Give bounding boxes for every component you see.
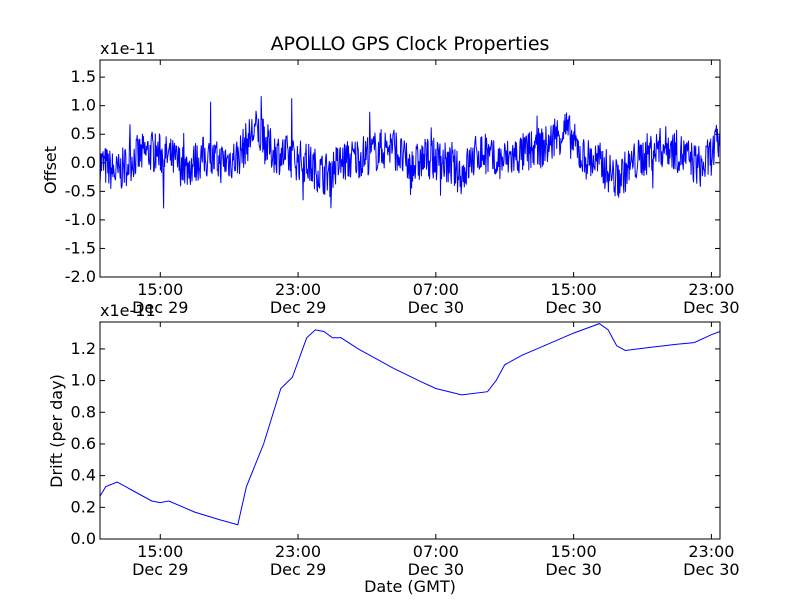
y-tick-label: -1.5	[65, 238, 96, 257]
offset-y-ticks: -2.0 -1.5 -1.0 -0.5 0.0 0.5 1.0 1.5	[65, 67, 720, 286]
y-tick-label: 0.2	[71, 497, 96, 516]
x-tick-label-time: 23:00	[688, 542, 734, 561]
y-tick-label: 0.5	[71, 124, 96, 143]
x-tick-label-time: 07:00	[413, 542, 459, 561]
x-tick-label-time: 15:00	[551, 542, 597, 561]
x-tick-label-date: Dec 29	[132, 298, 188, 317]
x-tick-label-date: Dec 30	[545, 298, 601, 317]
y-tick-label: -2.0	[65, 267, 96, 286]
chart-title: APOLLO GPS Clock Properties	[271, 33, 550, 55]
drift-chart: x1e-11 Drift (per day) 0.0 0.2 0.4 0.6 0.8 1.…	[47, 301, 740, 596]
drift-plot-frame	[99, 321, 721, 540]
x-tick-label-time: 15:00	[137, 542, 183, 561]
y-tick-label: 1.2	[71, 339, 96, 358]
drift-plot	[99, 323, 721, 526]
y-tick-label: 0.4	[71, 466, 96, 485]
y-tick-label: 0.0	[71, 153, 96, 172]
x-tick-label-time: 15:00	[551, 280, 597, 299]
x-tick-label-date: Dec 30	[683, 560, 739, 579]
offset-scale-note: x1e-11	[100, 39, 156, 58]
x-tick-label-time: 07:00	[413, 280, 459, 299]
y-tick-label: -0.5	[65, 181, 96, 200]
offset-plot	[99, 96, 721, 209]
y-tick-label: 1.0	[71, 96, 96, 115]
y-tick-label: 1.5	[71, 67, 96, 86]
y-tick-label: 0.0	[71, 529, 96, 548]
offset-plot-frame	[99, 59, 721, 278]
x-tick-label-date: Dec 29	[270, 560, 326, 579]
x-tick-label-date: Dec 29	[270, 298, 326, 317]
x-tick-label-date: Dec 30	[408, 560, 464, 579]
y-tick-label: 0.6	[71, 434, 96, 453]
offset-series-line	[99, 96, 721, 209]
x-tick-label-date: Dec 30	[683, 298, 739, 317]
x-tick-label-time: 23:00	[275, 542, 321, 561]
drift-scale-note: x1e-11	[100, 301, 156, 320]
drift-y-ticks: 0.0 0.2 0.4 0.6 0.8 1.0 1.2	[71, 339, 720, 548]
x-tick-label-time: 15:00	[137, 280, 183, 299]
y-tick-label: -1.0	[65, 210, 96, 229]
offset-y-axis-label: Offset	[41, 146, 60, 194]
drift-series-line	[99, 323, 721, 526]
x-tick-label-date: Dec 29	[132, 560, 188, 579]
y-tick-label: 0.8	[71, 402, 96, 421]
drift-y-axis-label: Drift (per day)	[47, 374, 66, 488]
drift-x-axis-label: Date (GMT)	[364, 577, 456, 596]
x-tick-label-time: 23:00	[275, 280, 321, 299]
x-tick-label-date: Dec 30	[408, 298, 464, 317]
x-tick-label-time: 23:00	[688, 280, 734, 299]
offset-chart: x1e-11 Offset -2.0 -1.5 -1.0 -0.5 0.0 0.5 1.0 1…	[41, 39, 740, 317]
x-tick-label-date: Dec 30	[545, 560, 601, 579]
y-tick-label: 1.0	[71, 371, 96, 390]
